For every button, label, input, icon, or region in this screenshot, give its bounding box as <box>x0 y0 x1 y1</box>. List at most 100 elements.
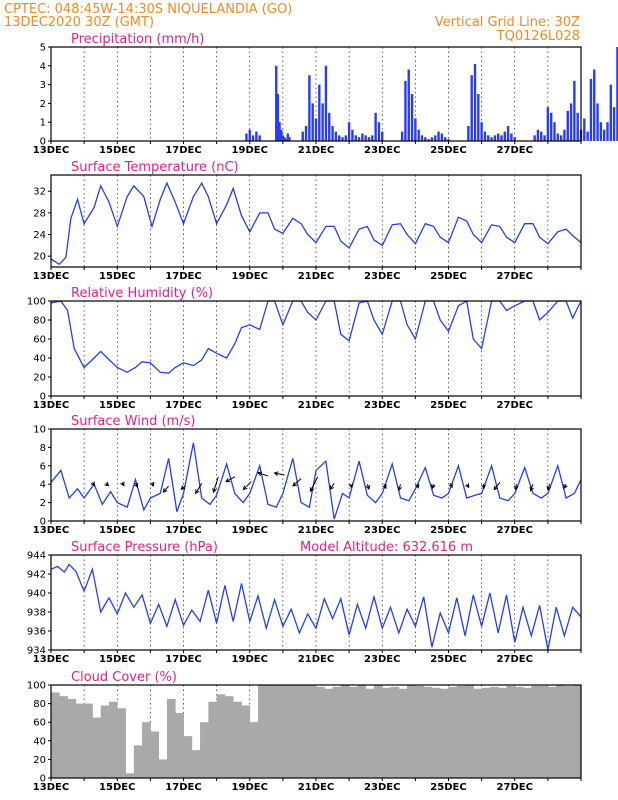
wind-vector-shaft <box>493 482 501 490</box>
wind-vector <box>329 483 335 491</box>
cloud-cover-bar <box>365 688 375 778</box>
precip-bar <box>510 133 513 141</box>
precip-bar <box>351 129 354 141</box>
cloud-cover-bar <box>158 759 168 778</box>
precip-bar <box>283 137 286 141</box>
precip-bar <box>490 137 493 141</box>
pressure-panel: 934 936 938 940 942 944 13DEC 15DEC 17DEC 19DEC 21… <box>27 540 582 665</box>
wind-vector-head <box>162 488 168 493</box>
y-tick-label: 40 <box>33 736 46 747</box>
wind-vector <box>256 471 269 477</box>
wind-vector-head <box>309 487 315 493</box>
y-tick-label: 942 <box>27 570 46 581</box>
precip-bar <box>301 131 304 141</box>
precip-bar <box>371 135 374 141</box>
date-tick-label: 19DEC <box>232 271 268 282</box>
cloud-cover-bar <box>547 686 557 778</box>
temperature-panel: 20 24 28 32 13DEC 15DEC 17DEC 19DEC 21DEC 23DEC 25… <box>33 160 582 282</box>
cloud-cover-bar <box>133 745 143 778</box>
cloud-cover-bar <box>572 685 582 778</box>
cloud-cover-bar <box>556 685 565 778</box>
wind-vector <box>365 484 371 490</box>
precip-bar <box>593 69 596 141</box>
wind-vector-shaft <box>292 478 302 487</box>
precip-bar <box>328 112 331 141</box>
date-tick-label: 21DEC <box>298 271 334 282</box>
wind-vector-shaft <box>257 472 269 477</box>
y-tick-label: 32 <box>33 187 46 198</box>
precip-bar <box>589 78 593 141</box>
series-line-4 <box>50 563 582 651</box>
date-tick-label: 23DEC <box>364 525 400 536</box>
y-tick-label: 20 <box>33 252 46 263</box>
date-tick-label: 17DEC <box>165 400 201 411</box>
date-tick-label: 23DEC <box>364 271 400 282</box>
date-tick-label: 25DEC <box>430 654 466 665</box>
wind-vector-head <box>256 471 262 476</box>
panel-title: Cloud Cover (%) <box>71 670 177 685</box>
precip-bar <box>337 135 341 141</box>
y-tick-label: 40 <box>33 354 46 365</box>
precip-bar <box>553 122 556 141</box>
wind-vector <box>529 484 534 492</box>
precip-bar <box>493 135 497 141</box>
date-tick-label: 25DEC <box>430 782 466 793</box>
wind-vector <box>464 483 470 489</box>
precip-bar <box>251 135 255 141</box>
wind-vector-shaft <box>310 476 319 492</box>
wind-vector <box>414 483 420 489</box>
header-run: 13DEC2020 30Z (GMT) <box>4 15 154 30</box>
precip-bar <box>308 75 311 141</box>
precip-bar <box>546 107 550 141</box>
wind-vector-shaft <box>225 476 236 483</box>
wind-vector <box>563 483 568 490</box>
precip-bar <box>424 137 427 141</box>
precip-bar <box>347 122 351 141</box>
cloud-cover-bar <box>531 685 540 778</box>
wind-vector-head <box>242 485 248 491</box>
cloud-cover-bar <box>415 685 425 778</box>
cloud-cover-bar <box>108 701 118 778</box>
cloud-cover-bar <box>398 688 408 778</box>
series-line-3 <box>50 442 582 520</box>
y-tick-label: 2 <box>40 498 46 509</box>
wind-vector <box>431 484 436 490</box>
cloud-cover-bar <box>191 750 201 778</box>
date-tick-label: 23DEC <box>364 782 400 793</box>
precip-bar <box>559 135 563 141</box>
y-tick-label: 4 <box>40 61 46 72</box>
y-tick-label: 944 <box>27 551 46 562</box>
cloud-cover-bar <box>514 686 524 778</box>
wind-vector <box>225 476 236 483</box>
y-tick-label: 936 <box>27 627 46 638</box>
date-tick-label: 15DEC <box>99 145 135 156</box>
wind-panel: 0 2 4 6 8 10 13DEC 15DEC 17DEC 19DEC 21DEC 23DEC 25D… <box>33 414 582 536</box>
precip-bar <box>477 94 480 141</box>
date-tick-label: 21DEC <box>298 525 334 536</box>
precip-bar <box>496 133 500 141</box>
date-tick-label: 13DEC <box>33 145 69 156</box>
precipitation-panel: 0 1 2 3 4 5 13DEC 15DEC 17DEC 19DEC 21DEC 23DEC 25DE… <box>33 32 618 156</box>
precip-bar <box>536 129 540 141</box>
y-tick-label: 5 <box>40 43 46 54</box>
precip-bar <box>341 137 344 141</box>
wind-vector-head <box>273 471 279 476</box>
precip-bar <box>280 129 283 141</box>
cloud-cover-bar <box>282 685 292 778</box>
cloud-cover-bar <box>249 722 259 778</box>
cloud-cover-bar <box>183 736 193 778</box>
humidity-panel: 0 20 40 60 80 100 13DEC 15DEC 17DEC 19DEC 21DEC 23D… <box>27 286 582 411</box>
date-tick-label: 19DEC <box>232 145 268 156</box>
precip-bar <box>487 135 490 141</box>
cloud-cover-bar <box>92 717 102 778</box>
wind-vector-head <box>180 485 186 490</box>
cloud-cover-bar <box>307 685 317 778</box>
date-tick-label: 25DEC <box>430 145 466 156</box>
date-tick-label: 13DEC <box>33 271 69 282</box>
wind-vector <box>309 476 319 493</box>
date-tick-label: 27DEC <box>497 145 533 156</box>
precip-bar <box>549 112 553 141</box>
wind-vector-head <box>365 484 371 490</box>
cloud-cover-bar <box>208 701 218 778</box>
precip-bar <box>556 133 560 141</box>
